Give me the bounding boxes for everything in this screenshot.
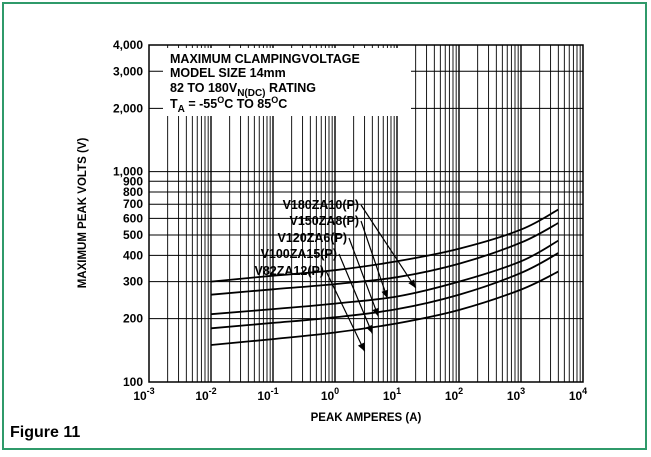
series-label: V180ZA10(P) (283, 198, 359, 212)
y-tick-label: 600 (123, 211, 143, 225)
x-tick-label: 102 (445, 386, 463, 403)
x-axis-label: PEAK AMPERES (A) (311, 412, 422, 424)
y-tick-label: 400 (123, 248, 143, 262)
series-line (210, 252, 559, 330)
y-tick-label: 300 (123, 275, 143, 289)
annotation-line-3: 82 TO 180VN(DC) RATING (170, 81, 316, 99)
series-label: V82ZA12(P) (255, 264, 324, 278)
series-lines (210, 208, 559, 346)
series-label-leader (348, 237, 379, 317)
y-tick-label: 1,000 (113, 165, 143, 179)
x-tick-label: 104 (569, 386, 587, 403)
x-tick-label: 10-2 (195, 386, 216, 403)
series-label-arrowhead (381, 289, 389, 299)
series-label-arrowhead (372, 307, 379, 317)
series-line (210, 270, 559, 346)
y-tick-label: 100 (123, 375, 143, 389)
series-line (210, 208, 559, 283)
series-labels: V180ZA10(P) V150ZA8(P) V120ZA6(P) V100ZA15(… (255, 198, 417, 352)
series-label: V150ZA8(P) (290, 214, 359, 228)
series-label: V120ZA6(P) (278, 231, 347, 245)
y-tick-label: 3,000 (113, 64, 143, 78)
x-tick-label: 103 (507, 386, 525, 403)
x-tick-label: 10-1 (257, 386, 278, 403)
plot-area-border (148, 44, 584, 383)
y-tick-label: 500 (123, 228, 143, 242)
series-label-leader (325, 270, 366, 352)
series-label-leader (360, 220, 388, 299)
series-label-leader (338, 253, 373, 334)
y-tick-label: 900 (123, 174, 143, 188)
x-tick-label: 100 (321, 386, 339, 403)
y-tick-label: 700 (123, 197, 143, 211)
figure-frame: V180ZA10(P) V150ZA8(P) V120ZA6(P) V100ZA15(… (2, 2, 647, 450)
series-label-arrowhead (366, 324, 373, 334)
series-line (210, 239, 559, 316)
series-label-leader (360, 204, 417, 289)
annotation-line-1: MAXIMUM CLAMPINGVOLTAGE (170, 52, 360, 66)
y-axis-label: MAXIMUM PEAK VOLTS (V) (77, 138, 89, 289)
series-label-arrowhead (408, 279, 416, 288)
y-tick-label: 800 (123, 185, 143, 199)
x-tick-label: 10-3 (133, 386, 154, 403)
figure-caption: Figure 11 (10, 424, 81, 441)
annotation-line-4: TA = -55OC TO 85OC (170, 95, 287, 115)
y-tick-label: 4,000 (113, 38, 143, 52)
series-line (210, 222, 559, 296)
x-tick-label: 101 (383, 386, 401, 403)
annotation-line-2: MODEL SIZE 14mm (170, 66, 286, 80)
annotation-box (163, 48, 411, 116)
y-tick-label: 200 (123, 312, 143, 326)
series-label: V100ZA15(P) (261, 247, 337, 261)
y-tick-label: 2,000 (113, 101, 143, 115)
series-label-arrowhead (357, 342, 365, 352)
clamping-voltage-chart: V180ZA10(P) V150ZA8(P) V120ZA6(P) V100ZA15(… (77, 38, 587, 424)
